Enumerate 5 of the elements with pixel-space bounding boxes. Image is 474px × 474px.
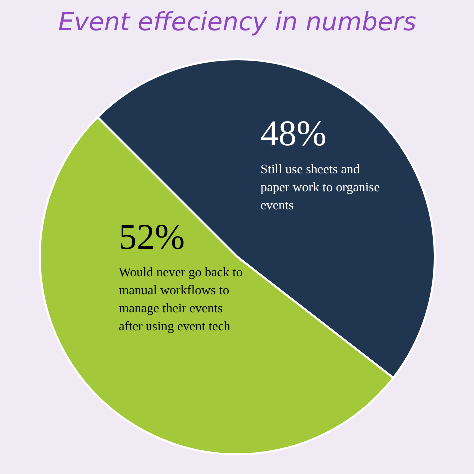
chart-title: Event effeciency in numbers [58,8,417,36]
slice-label: Still use sheets and paper work to organise events [260,161,380,212]
data-label: 48% [260,114,327,154]
slice-label: Would never go back to manual workflows to manage their events after using event tech [119,264,243,334]
data-label: 52% [119,217,185,258]
